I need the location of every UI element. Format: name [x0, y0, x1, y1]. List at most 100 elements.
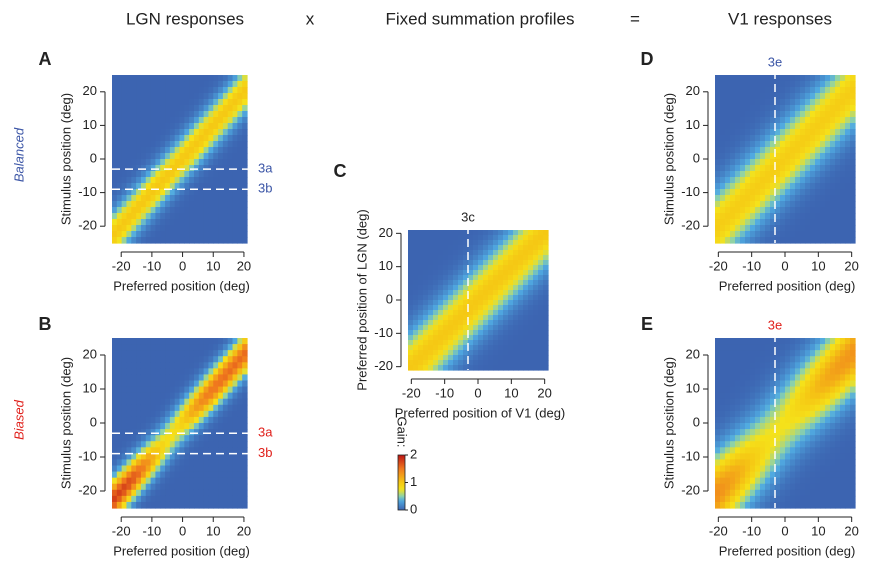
heatmap-cell [232, 501, 238, 509]
heatmap-cell [174, 338, 181, 345]
heatmap-cell [815, 495, 821, 503]
heatmap-cell [136, 81, 142, 88]
heatmap-cell [850, 201, 856, 208]
heatmap-cell [720, 93, 726, 100]
heatmap-cell [730, 356, 736, 363]
heatmap-cell [800, 453, 806, 461]
heatmap-cell [845, 404, 851, 412]
heatmap-cell [508, 315, 514, 321]
heatmap-cell [448, 320, 454, 326]
heatmap-cell [160, 171, 166, 178]
heatmap-cell [160, 423, 166, 430]
heatmap-cell [775, 225, 781, 232]
heatmap-cell [840, 453, 846, 461]
heatmap-cell [805, 362, 811, 369]
heatmap-cell [483, 360, 489, 366]
heatmap-cell [800, 495, 806, 503]
heatmap-cell [193, 344, 200, 351]
heatmap-cell [126, 195, 132, 202]
heatmap-cell [232, 362, 238, 369]
heatmap-cell [198, 362, 205, 369]
heatmap-cell [720, 147, 726, 154]
heatmap-cell [720, 189, 726, 196]
heatmap-cell [715, 356, 721, 363]
heatmap-cell [126, 453, 132, 461]
heatmap-cell [126, 147, 132, 154]
heatmap-cell [750, 368, 756, 376]
heatmap-cell [189, 141, 195, 148]
heatmap-cell [131, 135, 137, 142]
heatmap-cell [780, 477, 786, 485]
heatmap-cell [745, 429, 751, 436]
heatmap-cell [740, 117, 746, 124]
heatmap-cell [468, 280, 474, 286]
heatmap-cell [795, 105, 801, 112]
heatmap-cell [227, 350, 234, 357]
heatmap-cell [780, 441, 786, 448]
heatmap-cell [131, 386, 137, 394]
heatmap-cell [165, 225, 171, 232]
heatmap-cell [770, 356, 776, 363]
heatmap-cell [503, 315, 509, 321]
heatmap-cell [533, 335, 539, 341]
heatmap-cell [198, 93, 205, 100]
heatmap-cell [116, 87, 123, 94]
heatmap-cell [775, 189, 781, 196]
heatmap-cell [222, 410, 229, 418]
heatmap-cell [218, 398, 224, 406]
heatmap-cell [184, 398, 190, 406]
heatmap-cell [810, 350, 816, 357]
heatmap-cell [720, 135, 726, 142]
heatmap-cell [198, 489, 205, 497]
heatmap-cell [523, 265, 529, 271]
heatmap-cell [760, 123, 766, 130]
heatmap-cell [208, 111, 214, 118]
heatmap-cell [760, 386, 766, 394]
heatmap-cell [468, 365, 474, 371]
heatmap-cell [155, 501, 161, 509]
heatmap-cell [715, 404, 721, 412]
heatmap-cell [765, 153, 771, 160]
heatmap-cell [203, 435, 210, 442]
heatmap-cell [189, 231, 195, 238]
heatmap-cell [140, 477, 147, 485]
heatmap-cell [413, 270, 419, 276]
heatmap-cell [745, 111, 751, 118]
heatmap-cell [825, 99, 831, 106]
heatmap-cell [126, 117, 132, 124]
heatmap-cell [150, 177, 156, 184]
heatmap-cell [126, 99, 132, 106]
column-header: x [306, 9, 315, 28]
heatmap-cell [155, 141, 161, 148]
heatmap-cell [815, 183, 821, 190]
heatmap-cell [518, 245, 524, 251]
heatmap-cell [189, 111, 195, 118]
heatmap-cell [488, 285, 494, 291]
heatmap-cell [795, 404, 801, 412]
heatmap-cell [835, 81, 841, 88]
heatmap-cell [810, 147, 816, 154]
heatmap-cell [805, 483, 811, 491]
heatmap-cell [116, 501, 123, 509]
heatmap-cell [800, 501, 806, 509]
heatmap-cell [740, 213, 746, 220]
heatmap-cell [438, 260, 444, 266]
heatmap-cell [232, 398, 238, 406]
heatmap-cell [468, 345, 474, 351]
heatmap-cell [140, 75, 147, 82]
heatmap-cell [222, 471, 229, 479]
heatmap-cell [218, 237, 224, 244]
heatmap-cell [473, 235, 479, 241]
heatmap-cell [720, 237, 726, 244]
heatmap-cell [770, 447, 776, 454]
heatmap-cell [193, 356, 200, 363]
heatmap-cell [232, 368, 238, 376]
heatmap-cell [448, 340, 454, 346]
heatmap-cell [538, 340, 544, 346]
heatmap-cell [835, 404, 841, 412]
heatmap-cell [835, 195, 841, 202]
heatmap-cell [745, 471, 751, 479]
heatmap-cell [730, 75, 736, 82]
heatmap-cell [140, 117, 147, 124]
heatmap-cell [830, 483, 836, 491]
